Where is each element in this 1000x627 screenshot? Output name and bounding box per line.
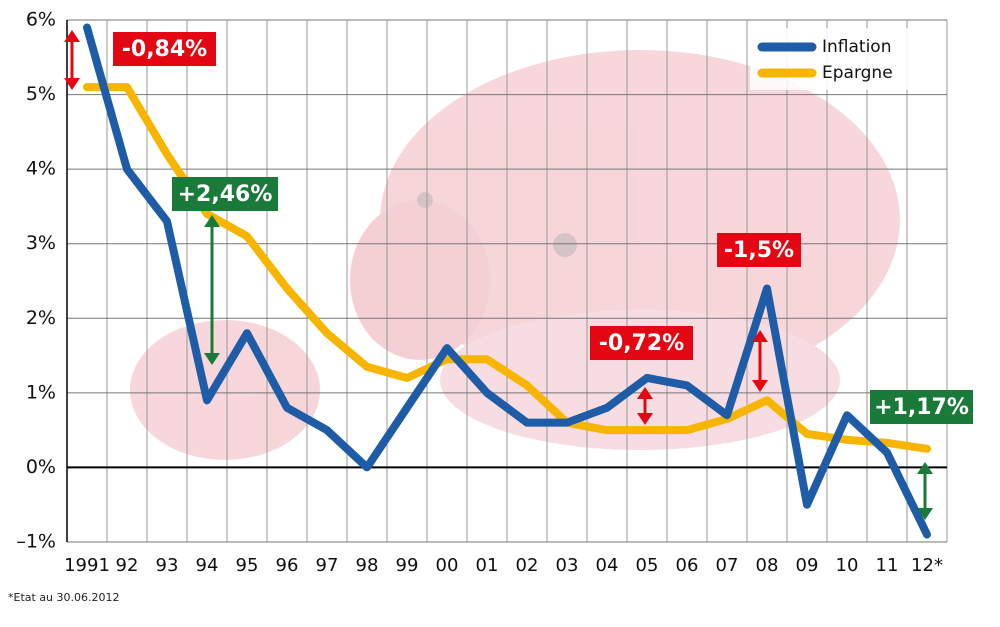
annotation-box <box>870 390 973 424</box>
footnote: *Etat au 30.06.2012 <box>8 591 120 604</box>
x-tick-label: 04 <box>596 555 619 576</box>
arrow-head <box>64 78 80 90</box>
arrow-head <box>64 30 80 42</box>
x-tick-label: 92 <box>116 555 139 576</box>
x-tick-label: 08 <box>756 555 779 576</box>
annotation-label: +1,17% <box>874 395 969 420</box>
y-tick-label: 3% <box>26 232 56 254</box>
y-tick-label: 0% <box>26 456 56 478</box>
x-tick-label: 01 <box>476 555 499 576</box>
x-tick-label: 98 <box>356 555 379 576</box>
annotation-label: -1,5% <box>724 238 794 263</box>
x-tick-label: 07 <box>716 555 739 576</box>
x-tick-label: 09 <box>796 555 819 576</box>
x-tick-label: 94 <box>196 555 219 576</box>
annotation-label: -0,84% <box>122 37 207 62</box>
x-tick-label: 11 <box>876 555 899 576</box>
background-decoration <box>130 50 900 460</box>
x-tick-label: 93 <box>156 555 179 576</box>
legend-label: Epargne <box>822 63 893 83</box>
arrow-head <box>917 462 933 474</box>
x-tick-label: 03 <box>556 555 579 576</box>
annotation-box <box>172 177 278 211</box>
arrow-head <box>204 215 220 227</box>
y-tick-label: 2% <box>26 307 56 329</box>
annotation-label: +2,46% <box>178 182 273 207</box>
annotation-box <box>717 233 801 267</box>
arrow-head <box>917 508 933 520</box>
x-tick-label: 12* <box>911 555 943 576</box>
y-tick-label: 1% <box>26 381 56 403</box>
legend-label: Inflation <box>822 37 891 57</box>
annotation-box <box>590 326 693 360</box>
x-tick-label: 95 <box>236 555 259 576</box>
x-tick-label: 99 <box>396 555 419 576</box>
arrow-head <box>637 387 653 399</box>
legend-box <box>750 28 935 90</box>
arrow-head <box>752 330 768 342</box>
x-tick-label: 97 <box>316 555 339 576</box>
series-line <box>83 23 931 539</box>
x-tick-label: 02 <box>516 555 539 576</box>
x-tick-label: 96 <box>276 555 299 576</box>
annotation-box <box>113 32 216 66</box>
y-tick-label: 5% <box>26 83 56 105</box>
x-tick-label: 10 <box>836 555 859 576</box>
y-tick-label: –1% <box>16 531 56 553</box>
x-tick-label: 05 <box>636 555 659 576</box>
annotation-label: -0,72% <box>599 331 684 356</box>
y-tick-label: 6% <box>26 9 56 31</box>
x-tick-label: 00 <box>436 555 459 576</box>
arrow-head <box>637 413 653 425</box>
x-tick-label: 1991 <box>64 555 110 576</box>
y-tick-label: 4% <box>26 158 56 180</box>
arrow-head <box>204 353 220 365</box>
x-tick-label: 06 <box>676 555 699 576</box>
arrow-head <box>752 380 768 392</box>
